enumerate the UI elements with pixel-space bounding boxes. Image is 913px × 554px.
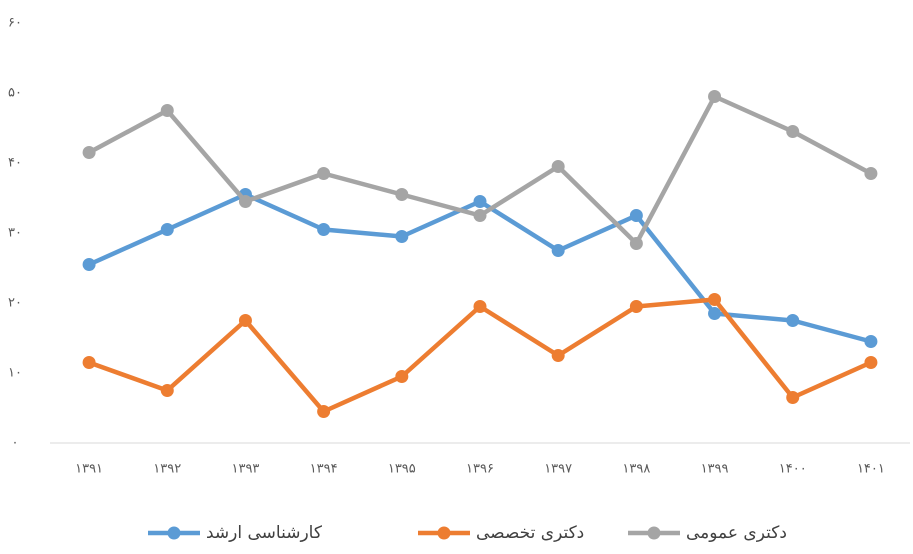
y-tick-label: ۳۰ (8, 226, 22, 241)
legend-marker (437, 526, 451, 540)
y-tick-label: ۱۰ (8, 366, 22, 381)
x-tick-label: ۱۳۹۴ (310, 462, 338, 477)
legend-label: دکتری عمومی (686, 523, 787, 543)
data-point (82, 258, 96, 271)
data-point (864, 167, 878, 180)
data-point (551, 349, 565, 362)
data-point (786, 125, 800, 138)
x-tick-label: ۱۳۹۷ (544, 462, 572, 477)
data-point (629, 300, 643, 313)
y-tick-label: ۶۰ (8, 16, 22, 31)
data-point (395, 370, 409, 383)
data-point (238, 195, 252, 208)
data-point (160, 223, 174, 236)
legend-marker (647, 526, 661, 540)
data-point (864, 335, 878, 348)
y-tick-label: ۰ (12, 436, 19, 451)
legend-marker (167, 526, 181, 540)
data-point (786, 314, 800, 327)
data-point (473, 300, 487, 313)
data-point (629, 237, 643, 250)
data-point (317, 405, 331, 418)
y-tick-label: ۴۰ (8, 156, 22, 171)
data-point (786, 391, 800, 404)
data-point (551, 160, 565, 173)
y-tick-label: ۲۰ (8, 296, 22, 311)
data-point (708, 90, 722, 103)
x-tick-label: ۱۳۹۹ (701, 462, 729, 477)
x-tick-label: ۱۴۰۱ (857, 462, 885, 477)
data-point (160, 384, 174, 397)
x-tick-label: ۱۳۹۳ (231, 462, 259, 477)
data-point (82, 356, 96, 369)
data-point (160, 104, 174, 117)
data-point (82, 146, 96, 159)
data-point (629, 209, 643, 222)
x-tick-label: ۱۳۹۲ (153, 462, 181, 477)
x-tick-label: ۱۳۹۵ (388, 462, 416, 477)
legend-label: دکتری تخصصی (476, 523, 584, 543)
data-point (317, 167, 331, 180)
data-point (473, 195, 487, 208)
x-tick-label: ۱۴۰۰ (779, 462, 807, 477)
data-point (551, 244, 565, 257)
data-point (473, 209, 487, 222)
y-tick-label: ۵۰ (8, 86, 22, 101)
data-point (317, 223, 331, 236)
data-point (395, 188, 409, 201)
data-point (238, 314, 252, 327)
x-tick-label: ۱۳۹۸ (622, 462, 650, 477)
x-tick-label: ۱۳۹۶ (466, 462, 494, 477)
legend-label: کارشناسی ارشد (206, 523, 323, 543)
data-point (395, 230, 409, 243)
x-tick-label: ۱۳۹۱ (75, 462, 103, 477)
data-point (708, 293, 722, 306)
data-point (864, 356, 878, 369)
data-point (708, 307, 722, 320)
